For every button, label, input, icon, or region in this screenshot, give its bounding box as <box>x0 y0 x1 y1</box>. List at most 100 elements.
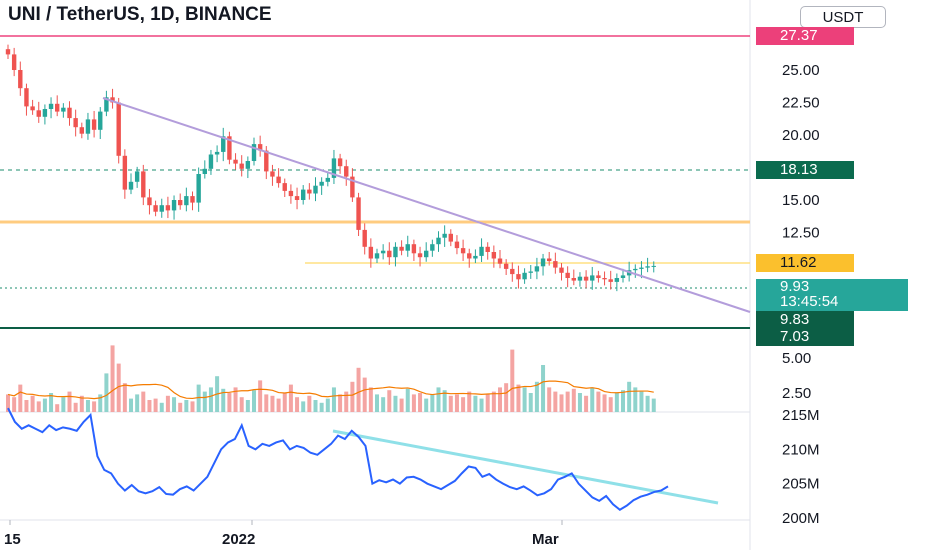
candle-body <box>528 271 533 273</box>
candle-body <box>460 248 466 254</box>
candle-body <box>547 258 552 262</box>
candle-body <box>393 246 398 258</box>
volume-bar <box>473 395 478 412</box>
volume-bar <box>325 398 330 412</box>
volume-bar <box>368 387 373 412</box>
volume-bar <box>239 397 244 412</box>
volume-bar <box>645 395 650 412</box>
candle-body <box>73 118 78 128</box>
price-badge-value: 27.37 <box>780 27 818 44</box>
candle-body <box>387 250 392 258</box>
candle-body <box>30 106 35 111</box>
volume-bar <box>307 395 312 412</box>
volume-bar <box>159 402 164 412</box>
volume-bar <box>381 397 386 412</box>
candle-body <box>325 177 330 182</box>
volume-bar <box>504 383 509 412</box>
volume-bar <box>129 398 133 412</box>
candle-body <box>313 185 318 194</box>
price-tick-label: 20.00 <box>782 127 820 144</box>
candle-body <box>190 196 195 203</box>
candle-body <box>344 166 349 177</box>
candle-body <box>147 197 152 206</box>
volume-bar <box>264 394 269 412</box>
volume-bar <box>405 388 410 412</box>
indicator-tick-label: 215M <box>782 407 820 424</box>
candle-body <box>497 258 503 264</box>
volume-bar <box>301 401 306 412</box>
volume-bar <box>350 381 355 412</box>
volume-bar <box>430 394 435 412</box>
volume-bar <box>633 387 638 412</box>
volume-bar <box>534 381 539 412</box>
volume-bar <box>577 393 582 412</box>
candle-body <box>331 158 337 178</box>
candle-body <box>221 136 226 152</box>
candle-body <box>645 266 650 268</box>
candle-body <box>257 144 263 151</box>
candle-body <box>79 127 84 134</box>
volume-bar <box>627 381 632 412</box>
candle-body <box>24 88 29 107</box>
volume-bar <box>73 402 78 412</box>
price-trendline <box>102 97 751 313</box>
volume-bar <box>454 394 459 412</box>
candle-body <box>153 205 158 212</box>
candle-body <box>350 176 355 198</box>
candle-body <box>516 274 521 280</box>
volume-bar <box>602 394 607 412</box>
price-badge: 9.93 13:45:54 <box>756 279 908 311</box>
volume-bar <box>399 398 404 412</box>
candle-body <box>67 107 72 119</box>
volume-bar <box>165 395 170 412</box>
candle-body <box>184 196 189 206</box>
candle-body <box>559 267 564 273</box>
volume-bar <box>30 395 35 412</box>
volume-bar <box>614 393 619 412</box>
candle-body <box>233 159 238 164</box>
candle-body <box>128 181 134 190</box>
volume-bar <box>245 400 250 412</box>
candle-body <box>141 171 146 198</box>
volume-bar <box>498 387 502 412</box>
volume-bar <box>344 391 349 412</box>
candle-body <box>583 276 589 281</box>
volume-bar <box>516 384 521 412</box>
candle-body <box>620 275 626 278</box>
price-badge-value: 7.03 <box>780 328 810 345</box>
volume-bar <box>67 391 72 412</box>
volume-bar <box>639 391 644 412</box>
trendlines <box>102 97 751 313</box>
candle-body <box>104 97 109 112</box>
candle-body <box>11 54 17 70</box>
volume-bar <box>172 397 177 412</box>
candle-body <box>417 253 423 258</box>
volume-bar <box>178 402 183 412</box>
candle-body <box>485 246 490 252</box>
volume-bar <box>104 373 109 412</box>
volume-bar <box>375 394 379 412</box>
volume-bar <box>590 387 595 412</box>
candle-body <box>602 278 607 280</box>
price-badge-value: 18.13 <box>780 161 818 178</box>
candle-body <box>264 150 269 172</box>
candle-body <box>270 171 275 177</box>
candle-body <box>288 190 294 197</box>
candle-body <box>473 255 478 259</box>
candle-body <box>55 103 60 112</box>
volume-bar <box>49 393 54 412</box>
currency-button[interactable]: USDT <box>800 6 886 28</box>
volume-bar <box>461 397 466 412</box>
candle-body <box>5 49 11 55</box>
price-tick-label: 12.50 <box>782 225 820 242</box>
volume-bar <box>596 391 601 412</box>
price-badge-value: 11.62 <box>780 254 817 271</box>
price-badge: 11.62 <box>756 254 854 272</box>
volume-bar <box>190 401 195 412</box>
candle-body <box>282 183 287 191</box>
indicator-tick-label: 205M <box>782 476 820 493</box>
volume-bar <box>85 400 90 412</box>
volume-bar <box>553 391 558 412</box>
volume-bar <box>387 390 392 412</box>
